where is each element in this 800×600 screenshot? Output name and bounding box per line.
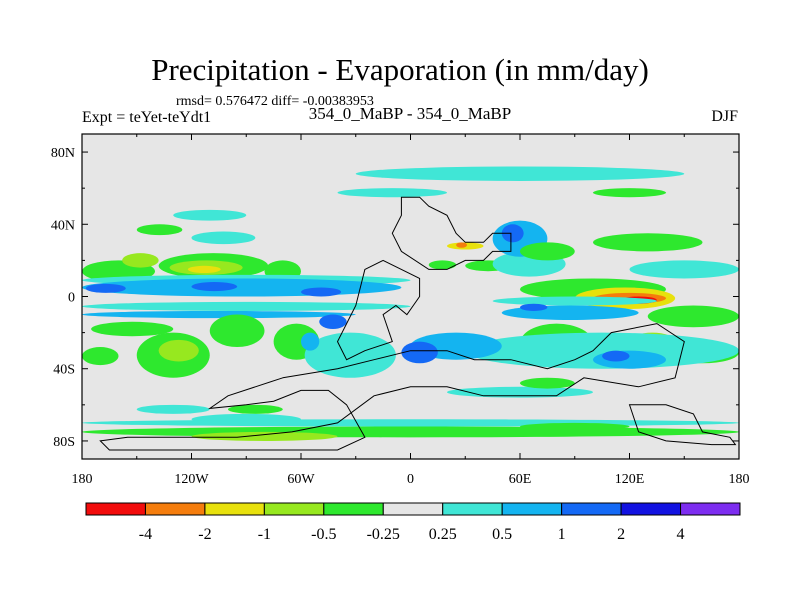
field-region-blue — [602, 350, 630, 362]
field-region-cyan — [337, 188, 447, 198]
field-region-skyblue — [82, 310, 356, 319]
colorbar-label: -2 — [198, 526, 211, 543]
field-region-green — [209, 314, 265, 348]
field-region-green — [593, 188, 666, 198]
field-region-skyblue — [593, 350, 666, 369]
x-tick-label: 60W — [287, 472, 315, 487]
field-region-cyan — [82, 419, 739, 427]
field-region-blue — [191, 282, 238, 292]
field-region-lightgreen — [158, 339, 199, 362]
colorbar-label: -0.5 — [311, 526, 336, 543]
field-region-green — [91, 321, 174, 337]
field-region-cyan — [629, 260, 739, 279]
colorbar-swatch — [204, 502, 265, 516]
colorbar: -4 -2 -1 -0.5 -0.25 0.25 0.5 1 2 4 — [85, 502, 741, 543]
colorbar-label: -1 — [258, 526, 271, 543]
y-tick-label: 0 — [68, 291, 75, 306]
field-region-green — [520, 242, 575, 261]
colorbar-label: 4 — [677, 526, 685, 543]
x-tick-label: 60E — [509, 472, 532, 487]
chart-title: Precipitation - Evaporation (in mm/day) — [151, 52, 649, 87]
colorbar-swatch — [263, 502, 325, 516]
colorbar-swatch — [144, 502, 206, 516]
field-region-cyan — [492, 296, 657, 306]
colorbar-swatch — [620, 502, 682, 516]
colorbar-swatch — [442, 502, 503, 516]
x-tick-label: 120W — [174, 472, 209, 487]
colorbar-label: -4 — [139, 526, 152, 543]
field-region-yellow — [187, 265, 221, 274]
coastline-southeast-island — [628, 404, 737, 446]
field-region-green — [82, 347, 119, 366]
x-axis: 180 120W 60W 0 60E 120E 180 — [72, 134, 750, 487]
colorbar-swatch — [501, 502, 563, 516]
field-region-blue — [319, 314, 347, 329]
colorbar-label: 1 — [558, 526, 566, 543]
field-region-cyan — [191, 231, 256, 245]
field-region-green — [593, 233, 703, 252]
field-region-orange — [456, 242, 468, 248]
field-region-green — [428, 260, 457, 270]
y-tick-label: 80S — [53, 435, 75, 450]
field-region-cyan — [304, 332, 396, 378]
y-tick-label: 40N — [51, 218, 75, 233]
field-region-cyan — [82, 301, 411, 311]
x-tick-label: 120E — [615, 472, 645, 487]
colorbar-swatch — [382, 502, 444, 516]
field-layer — [82, 166, 739, 441]
field-region-green — [647, 305, 739, 328]
field-region-cyan — [136, 404, 210, 414]
field-region-green — [136, 224, 183, 236]
field-region-skyblue — [301, 332, 320, 351]
field-region-blue — [520, 303, 548, 311]
field-region-cyan — [355, 166, 685, 181]
field-region-blue — [301, 287, 342, 297]
coastline-northern-continent — [391, 196, 512, 270]
coastline-equatorial-continent — [336, 259, 421, 361]
experiment-label: Expt = teYet-teYdt1 — [82, 109, 212, 126]
colorbar-swatch — [323, 502, 384, 516]
field-region-lightgreen — [122, 253, 159, 268]
y-axis: 80N 40N 0 40S 80S — [51, 146, 739, 450]
colorbar-label: -0.25 — [367, 526, 400, 543]
field-region-green — [520, 377, 575, 389]
x-tick-label: 180 — [72, 472, 93, 487]
stats-label: rmsd= 0.576472 diff= -0.00383953 — [176, 94, 374, 109]
colorbar-label: 2 — [617, 526, 625, 543]
y-tick-label: 40S — [53, 363, 75, 378]
colorbar-swatch — [680, 502, 741, 516]
coastline-southern-continent — [99, 323, 685, 451]
y-tick-label: 80N — [51, 146, 75, 161]
season-label: DJF — [711, 108, 738, 125]
field-region-green — [82, 426, 739, 438]
colorbar-label: 0.25 — [429, 526, 457, 543]
field-region-cyan — [447, 386, 593, 398]
field-region-lightgreen — [191, 431, 338, 441]
x-tick-label: 180 — [729, 472, 750, 487]
field-region-cyan — [173, 209, 247, 221]
colorbar-swatch — [561, 502, 622, 516]
field-region-blue — [401, 341, 438, 364]
colorbar-swatch — [85, 502, 146, 516]
chart-subtitle: 354_0_MaBP - 354_0_MaBP — [308, 104, 512, 123]
field-region-blue — [501, 224, 524, 243]
colorbar-label: 0.5 — [492, 526, 512, 543]
field-region-green — [228, 404, 283, 414]
field-region-skyblue — [82, 278, 402, 297]
field-region-green — [520, 422, 630, 431]
coastline-layer — [99, 196, 737, 451]
field-region-cyan — [465, 332, 739, 369]
field-region-blue — [85, 283, 126, 293]
x-tick-label: 0 — [407, 472, 414, 487]
